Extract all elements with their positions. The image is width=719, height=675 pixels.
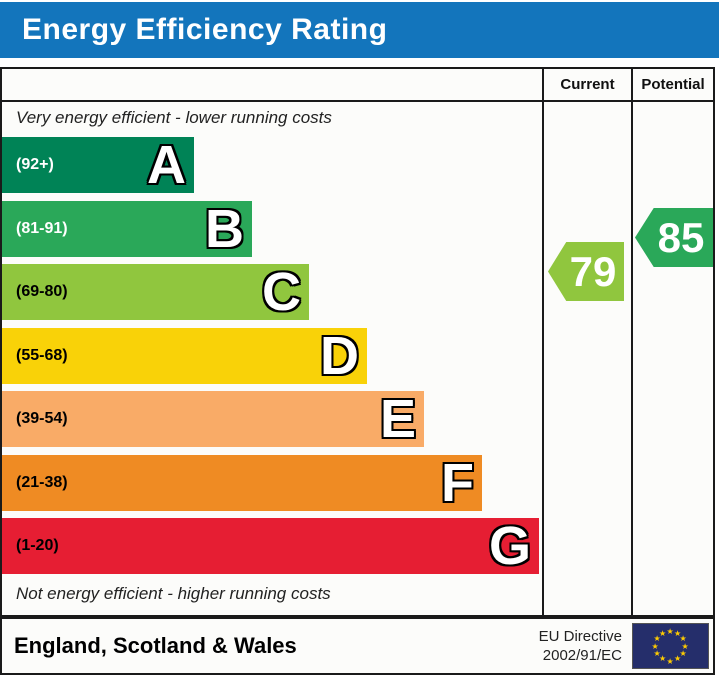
band-letter: A (147, 135, 186, 195)
region-label: England, Scotland & Wales (14, 633, 297, 658)
eu-flag-star: ★ (666, 656, 674, 666)
eu-flag-star: ★ (659, 654, 667, 664)
eu-flag-star: ★ (653, 649, 661, 658)
eu-flag-star: ★ (674, 654, 682, 664)
page-title: Energy Efficiency Rating (22, 13, 388, 46)
footer-bar: England, Scotland & Wales EU Directive 2… (0, 617, 715, 675)
band-letter: C (262, 262, 301, 322)
band-letter: F (441, 453, 474, 513)
band-range-label: (21-38) (16, 474, 68, 491)
band-bar-a: (92+) A (2, 137, 194, 193)
band-bar-d: (55-68) D (2, 328, 367, 384)
eu-directive-line1: EU Directive (538, 628, 622, 645)
eu-flag-star: ★ (651, 641, 659, 651)
band-letter: G (488, 516, 531, 576)
eu-flag-star: ★ (674, 628, 682, 638)
eu-flag: ★ ★ ★ ★ ★ ★ ★ ★ ★ ★ ★ ★ (632, 623, 709, 669)
rating-table: Current Potential Very energy efficient … (0, 67, 715, 617)
band-range-label: (69-80) (16, 283, 68, 300)
potential-rating-value: 85 (657, 213, 705, 261)
eu-flag-star: ★ (681, 641, 689, 651)
band-row-d: (55-68) D (2, 328, 367, 384)
eu-flag-star: ★ (679, 634, 687, 643)
top-note: Very energy efficient - lower running co… (16, 108, 332, 127)
band-bar-e: (39-54) E (2, 391, 424, 447)
eu-flag-star: ★ (679, 649, 687, 658)
band-range-label: (39-54) (16, 410, 68, 427)
potential-rating-arrow: 85 (635, 208, 713, 267)
band-row-g: (1-20) G (2, 518, 539, 574)
current-column-divider (542, 69, 544, 615)
header-row-rule (2, 100, 713, 102)
band-letter: B (205, 199, 244, 259)
potential-column-header: Potential (641, 76, 705, 93)
band-row-a: (92+) A (2, 137, 194, 193)
title-bar: Energy Efficiency Rating (0, 2, 719, 58)
eu-directive-label: EU Directive 2002/91/EC (539, 627, 632, 665)
band-row-f: (21-38) F (2, 455, 482, 511)
band-row-e: (39-54) E (2, 391, 424, 447)
eu-flag-star: ★ (653, 634, 661, 643)
band-bar-b: (81-91) B (2, 201, 252, 257)
current-rating-arrow: 79 (548, 242, 624, 301)
band-bar-c: (69-80) C (2, 264, 309, 320)
band-range-label: (81-91) (16, 220, 68, 237)
current-rating-value: 79 (569, 247, 617, 295)
eu-directive-line2: 2002/91/EC (542, 647, 622, 664)
band-letter: D (320, 326, 359, 386)
band-range-label: (92+) (16, 156, 54, 173)
band-row-b: (81-91) B (2, 201, 252, 257)
band-range-label: (1-20) (16, 537, 59, 554)
current-column-header: Current (560, 76, 615, 93)
band-range-label: (55-68) (16, 347, 68, 364)
band-bar-f: (21-38) F (2, 455, 482, 511)
band-row-c: (69-80) C (2, 264, 309, 320)
bottom-note: Not energy efficient - higher running co… (16, 584, 331, 603)
band-letter: E (379, 389, 416, 449)
eu-flag-star: ★ (659, 628, 667, 638)
potential-column-divider (631, 69, 633, 615)
band-bar-g: (1-20) G (2, 518, 539, 574)
eu-flag-star: ★ (666, 626, 674, 636)
